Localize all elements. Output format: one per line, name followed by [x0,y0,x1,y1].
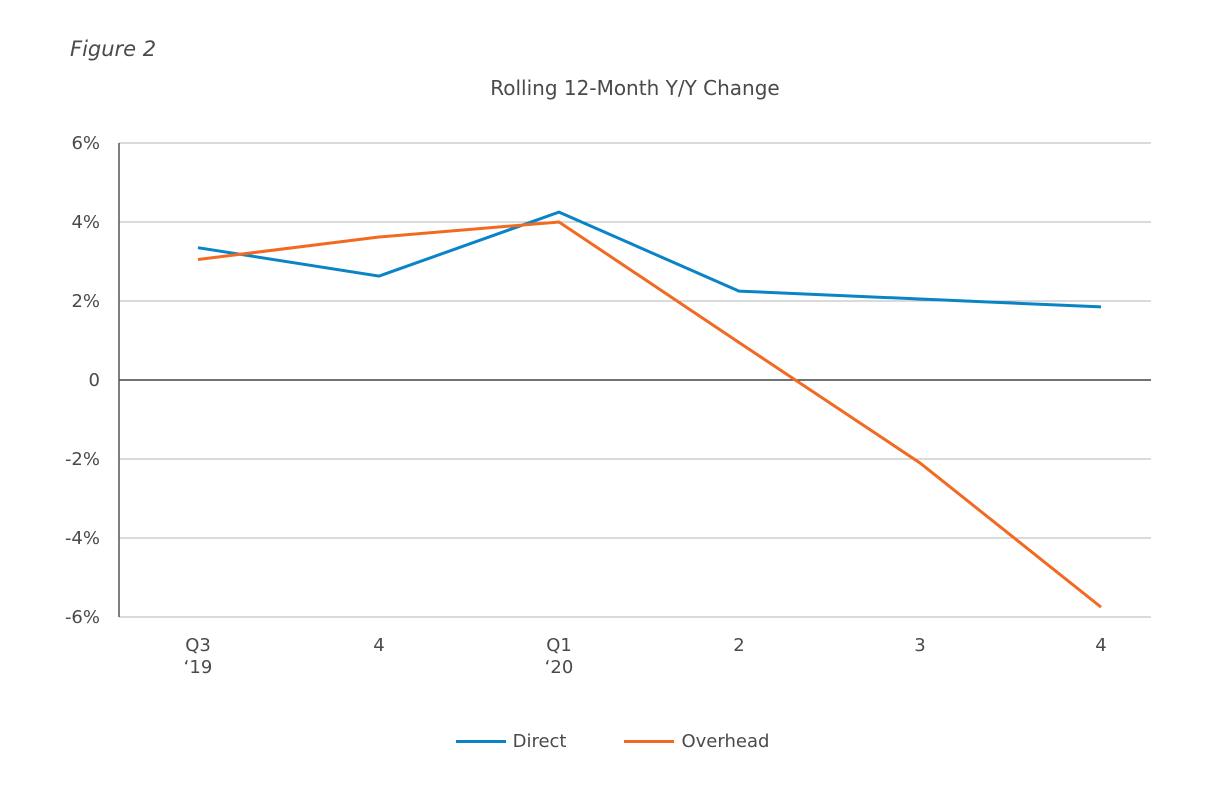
y-tick-label: 4% [71,212,100,233]
legend-swatch-overhead [624,740,675,743]
legend-swatch-direct [455,740,506,743]
legend-item-overhead: Overhead [624,731,769,752]
x-tick-label: Q1 [546,635,572,656]
y-tick-label: 0 [89,370,100,391]
x-tick-label: ‘20 [545,657,574,678]
y-tick-label: -6% [65,607,100,628]
series-line-direct [197,210,1102,309]
y-tick-label: -2% [65,449,100,470]
figure-label: Figure 2 [70,37,157,61]
chart-title: Rolling 12-Month Y/Y Change [490,76,780,100]
x-tick-label: 4 [373,635,384,656]
x-tick-label: 4 [1095,635,1106,656]
x-tick-label: ‘19 [184,657,213,678]
x-tick-label: 3 [914,635,925,656]
legend-label-direct: Direct [512,731,567,752]
legend-item-direct: Direct [455,731,567,752]
x-tick-label: 2 [733,635,744,656]
legend-label-overhead: Overhead [681,731,770,752]
x-tick-label: Q3 [185,635,211,656]
y-tick-label: 6% [71,133,100,154]
y-tick-label: 2% [71,291,100,312]
y-tick-label: -4% [65,528,100,549]
series-line-overhead [197,220,1102,609]
line-chart: 6% 4% 2% 0 -2% -4% -6% Q3‘19 4 Q1‘20 2 3 4 [65,133,1151,678]
legend: Direct Overhead [0,731,1225,752]
